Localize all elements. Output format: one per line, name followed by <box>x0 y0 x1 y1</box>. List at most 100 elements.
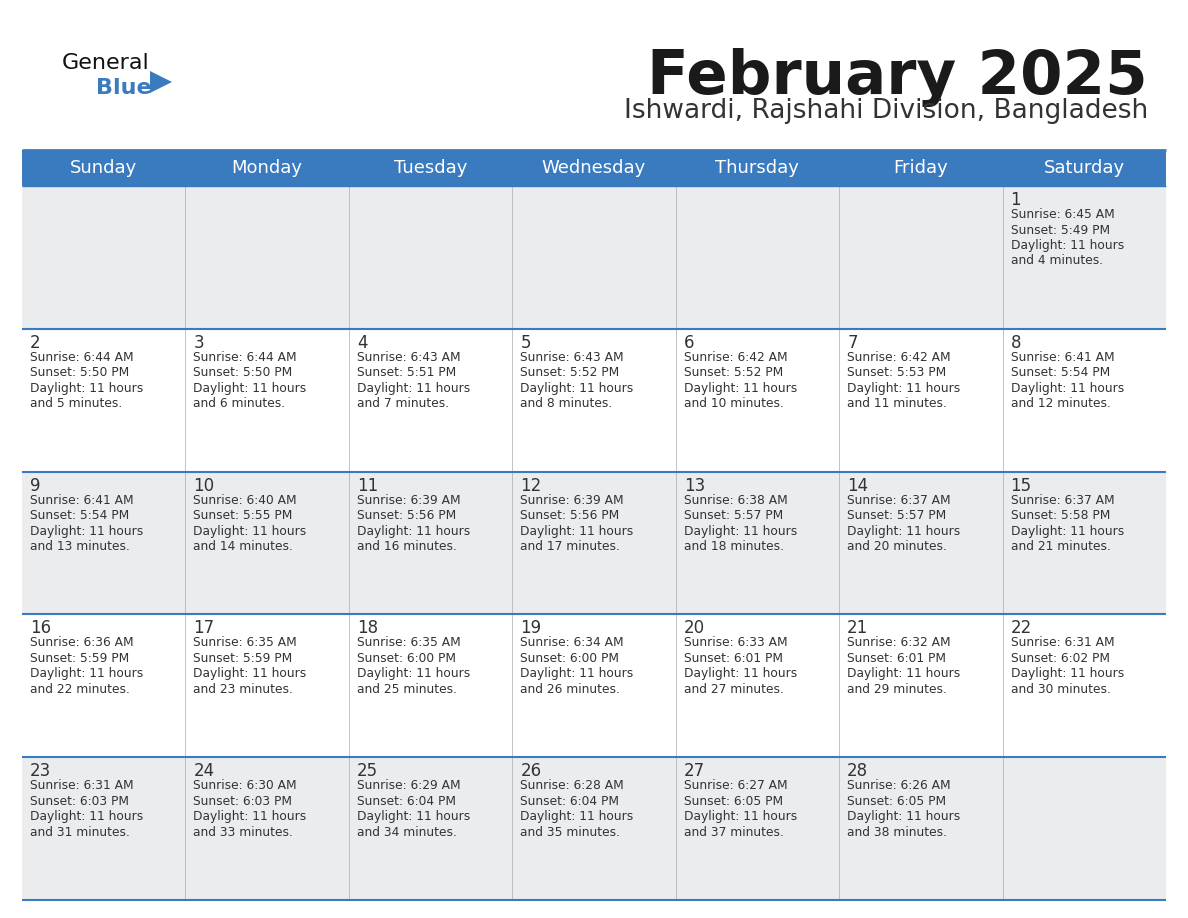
Text: Daylight: 11 hours: Daylight: 11 hours <box>684 811 797 823</box>
Text: Sunrise: 6:37 AM: Sunrise: 6:37 AM <box>847 494 950 507</box>
Text: Sunset: 5:54 PM: Sunset: 5:54 PM <box>1011 366 1110 379</box>
Text: and 30 minutes.: and 30 minutes. <box>1011 683 1111 696</box>
Text: Sunrise: 6:43 AM: Sunrise: 6:43 AM <box>356 351 461 364</box>
Text: Sunrise: 6:35 AM: Sunrise: 6:35 AM <box>194 636 297 649</box>
Text: and 33 minutes.: and 33 minutes. <box>194 825 293 839</box>
Text: Daylight: 11 hours: Daylight: 11 hours <box>30 524 144 538</box>
Bar <box>512 329 676 472</box>
Text: Ishwardi, Rajshahi Division, Bangladesh: Ishwardi, Rajshahi Division, Bangladesh <box>624 98 1148 124</box>
Bar <box>676 614 839 757</box>
Text: and 34 minutes.: and 34 minutes. <box>356 825 456 839</box>
Text: Sunset: 5:58 PM: Sunset: 5:58 PM <box>1011 509 1110 522</box>
Text: Sunset: 5:56 PM: Sunset: 5:56 PM <box>356 509 456 522</box>
Text: and 26 minutes.: and 26 minutes. <box>520 683 620 696</box>
Bar <box>185 757 349 900</box>
Text: 7: 7 <box>847 334 858 352</box>
Text: Daylight: 11 hours: Daylight: 11 hours <box>684 382 797 395</box>
Text: Sunset: 6:05 PM: Sunset: 6:05 PM <box>684 795 783 808</box>
Text: Daylight: 11 hours: Daylight: 11 hours <box>847 524 960 538</box>
Text: 26: 26 <box>520 762 542 780</box>
Bar <box>23 757 185 900</box>
Text: Daylight: 11 hours: Daylight: 11 hours <box>520 667 633 680</box>
Text: Sunset: 6:04 PM: Sunset: 6:04 PM <box>520 795 619 808</box>
Text: and 20 minutes.: and 20 minutes. <box>847 540 947 554</box>
Text: 19: 19 <box>520 620 542 637</box>
Text: and 22 minutes.: and 22 minutes. <box>30 683 129 696</box>
Bar <box>676 329 839 472</box>
Text: Sunrise: 6:28 AM: Sunrise: 6:28 AM <box>520 779 624 792</box>
Text: 25: 25 <box>356 762 378 780</box>
Text: Daylight: 11 hours: Daylight: 11 hours <box>684 524 797 538</box>
Text: 27: 27 <box>684 762 704 780</box>
Text: and 38 minutes.: and 38 minutes. <box>847 825 947 839</box>
Text: 24: 24 <box>194 762 215 780</box>
Text: Sunset: 6:00 PM: Sunset: 6:00 PM <box>356 652 456 665</box>
Polygon shape <box>150 71 172 93</box>
Text: Sunset: 6:02 PM: Sunset: 6:02 PM <box>1011 652 1110 665</box>
Text: Sunset: 5:50 PM: Sunset: 5:50 PM <box>194 366 292 379</box>
Text: 14: 14 <box>847 476 868 495</box>
Text: 3: 3 <box>194 334 204 352</box>
Text: Sunset: 6:05 PM: Sunset: 6:05 PM <box>847 795 947 808</box>
Bar <box>676 757 839 900</box>
Text: Daylight: 11 hours: Daylight: 11 hours <box>356 524 470 538</box>
Text: and 17 minutes.: and 17 minutes. <box>520 540 620 554</box>
Text: Sunset: 5:54 PM: Sunset: 5:54 PM <box>30 509 129 522</box>
Text: Daylight: 11 hours: Daylight: 11 hours <box>30 382 144 395</box>
Text: Sunrise: 6:35 AM: Sunrise: 6:35 AM <box>356 636 461 649</box>
Text: and 7 minutes.: and 7 minutes. <box>356 397 449 410</box>
Text: Sunrise: 6:40 AM: Sunrise: 6:40 AM <box>194 494 297 507</box>
Text: 9: 9 <box>30 476 40 495</box>
Bar <box>839 757 1003 900</box>
Text: Sunrise: 6:39 AM: Sunrise: 6:39 AM <box>356 494 461 507</box>
Text: Sunset: 6:03 PM: Sunset: 6:03 PM <box>30 795 129 808</box>
Text: and 25 minutes.: and 25 minutes. <box>356 683 457 696</box>
Text: Daylight: 11 hours: Daylight: 11 hours <box>1011 524 1124 538</box>
Bar <box>839 472 1003 614</box>
Text: Sunset: 6:01 PM: Sunset: 6:01 PM <box>684 652 783 665</box>
Text: Sunrise: 6:42 AM: Sunrise: 6:42 AM <box>684 351 788 364</box>
Bar <box>23 614 185 757</box>
Text: Tuesday: Tuesday <box>394 159 467 177</box>
Text: Sunrise: 6:26 AM: Sunrise: 6:26 AM <box>847 779 950 792</box>
Text: Sunset: 5:59 PM: Sunset: 5:59 PM <box>30 652 129 665</box>
Text: and 13 minutes.: and 13 minutes. <box>30 540 129 554</box>
Text: 22: 22 <box>1011 620 1032 637</box>
Bar <box>512 614 676 757</box>
Text: Sunrise: 6:45 AM: Sunrise: 6:45 AM <box>1011 208 1114 221</box>
Text: and 8 minutes.: and 8 minutes. <box>520 397 613 410</box>
Text: Sunrise: 6:41 AM: Sunrise: 6:41 AM <box>1011 351 1114 364</box>
Bar <box>349 614 512 757</box>
Text: Daylight: 11 hours: Daylight: 11 hours <box>194 667 307 680</box>
Bar <box>512 757 676 900</box>
Text: General: General <box>62 53 150 73</box>
Text: Sunrise: 6:39 AM: Sunrise: 6:39 AM <box>520 494 624 507</box>
Text: 17: 17 <box>194 620 215 637</box>
Text: 6: 6 <box>684 334 694 352</box>
Text: Daylight: 11 hours: Daylight: 11 hours <box>520 382 633 395</box>
Text: Sunrise: 6:29 AM: Sunrise: 6:29 AM <box>356 779 461 792</box>
Text: Sunrise: 6:33 AM: Sunrise: 6:33 AM <box>684 636 788 649</box>
Text: Daylight: 11 hours: Daylight: 11 hours <box>30 667 144 680</box>
Text: 10: 10 <box>194 476 215 495</box>
Text: 21: 21 <box>847 620 868 637</box>
Text: Sunrise: 6:30 AM: Sunrise: 6:30 AM <box>194 779 297 792</box>
Text: and 5 minutes.: and 5 minutes. <box>30 397 122 410</box>
Text: and 11 minutes.: and 11 minutes. <box>847 397 947 410</box>
Bar <box>1003 614 1165 757</box>
Text: Sunrise: 6:38 AM: Sunrise: 6:38 AM <box>684 494 788 507</box>
Bar <box>1003 186 1165 329</box>
Text: 2: 2 <box>30 334 40 352</box>
Bar <box>1003 472 1165 614</box>
Text: Sunset: 5:57 PM: Sunset: 5:57 PM <box>684 509 783 522</box>
Bar <box>349 186 512 329</box>
Text: Sunrise: 6:42 AM: Sunrise: 6:42 AM <box>847 351 950 364</box>
Text: Sunset: 5:52 PM: Sunset: 5:52 PM <box>684 366 783 379</box>
Text: Sunset: 6:00 PM: Sunset: 6:00 PM <box>520 652 619 665</box>
Bar <box>349 472 512 614</box>
Text: Daylight: 11 hours: Daylight: 11 hours <box>847 382 960 395</box>
Text: Sunrise: 6:34 AM: Sunrise: 6:34 AM <box>520 636 624 649</box>
Text: and 27 minutes.: and 27 minutes. <box>684 683 784 696</box>
Bar <box>839 329 1003 472</box>
Text: and 29 minutes.: and 29 minutes. <box>847 683 947 696</box>
